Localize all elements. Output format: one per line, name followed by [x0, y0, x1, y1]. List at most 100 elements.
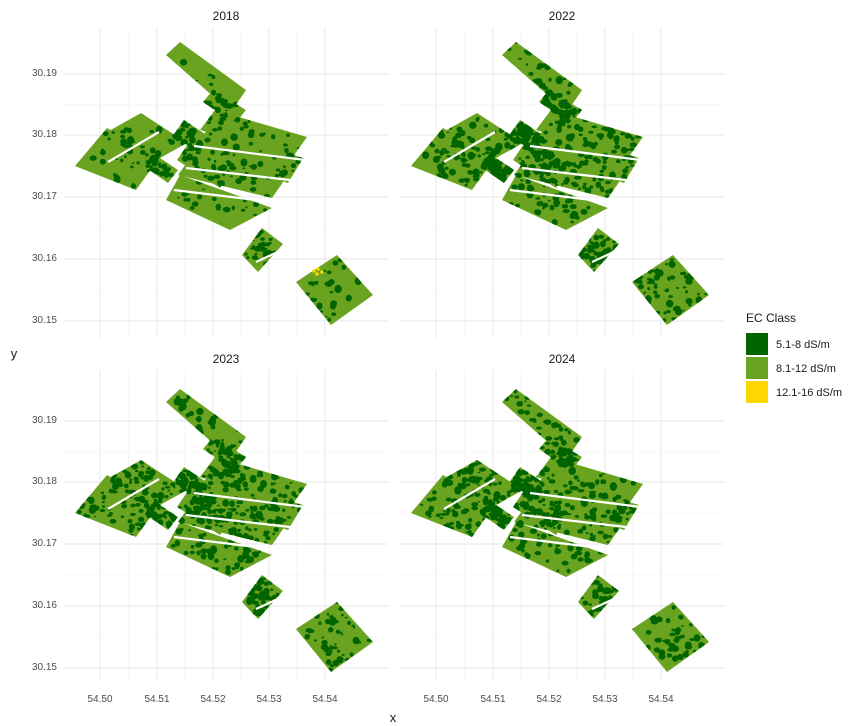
low-ec-patch — [251, 239, 255, 242]
low-ec-patch — [242, 167, 246, 169]
low-ec-patch — [243, 464, 251, 470]
low-ec-patch — [525, 155, 530, 159]
low-ec-patch — [656, 616, 663, 623]
low-ec-patch — [307, 629, 315, 634]
low-ec-patch — [602, 159, 607, 165]
low-ec-patch — [317, 304, 322, 308]
low-ec-patch — [352, 626, 356, 629]
low-ec-patch — [475, 147, 481, 152]
low-ec-patch — [545, 436, 553, 441]
low-ec-patch — [564, 103, 572, 109]
low-ec-patch — [202, 532, 207, 537]
low-ec-patch — [645, 295, 652, 304]
low-ec-patch — [233, 458, 237, 462]
low-ec-patch — [145, 153, 149, 157]
low-ec-patch — [687, 273, 691, 276]
low-ec-patch — [689, 623, 693, 627]
low-ec-patch — [461, 477, 468, 484]
low-ec-patch — [441, 512, 446, 517]
low-ec-patch — [215, 567, 219, 571]
low-ec-patch — [595, 181, 601, 188]
low-ec-patch — [589, 490, 597, 495]
low-ec-patch — [129, 478, 133, 482]
low-ec-patch — [482, 517, 486, 521]
low-ec-patch — [483, 123, 489, 128]
low-ec-patch — [554, 203, 559, 208]
low-ec-patch — [647, 287, 651, 291]
low-ec-patch — [208, 439, 213, 442]
low-ec-patch — [673, 657, 680, 660]
low-ec-patch — [548, 479, 556, 484]
low-ec-patch — [286, 152, 294, 158]
low-ec-patch — [213, 450, 217, 452]
low-ec-patch — [207, 157, 211, 161]
low-ec-patch — [652, 290, 658, 295]
low-ec-patch — [581, 500, 588, 507]
legend-swatch-medium — [746, 357, 768, 379]
low-ec-patch — [547, 543, 553, 548]
low-ec-patch — [549, 204, 555, 211]
low-ec-patch — [589, 512, 597, 521]
low-ec-patch — [284, 147, 289, 154]
low-ec-patch — [159, 171, 165, 177]
low-ec-patch — [525, 172, 529, 176]
low-ec-patch — [110, 477, 116, 484]
low-ec-patch — [445, 522, 450, 527]
low-ec-patch — [251, 595, 258, 600]
low-ec-patch — [508, 127, 516, 135]
low-ec-patch — [546, 165, 550, 169]
low-ec-patch — [220, 152, 224, 156]
low-ec-patch — [546, 512, 550, 517]
low-ec-patch — [679, 271, 687, 276]
field-divider — [443, 131, 496, 163]
low-ec-patch — [207, 175, 215, 181]
low-ec-patch — [107, 137, 111, 141]
low-ec-patch — [561, 204, 569, 209]
low-ec-patch — [278, 493, 283, 498]
low-ec-patch — [149, 130, 154, 134]
low-ec-patch — [235, 511, 239, 515]
low-ec-patch — [584, 556, 590, 563]
low-ec-patch — [298, 487, 306, 494]
low-ec-patch — [675, 635, 678, 638]
low-ec-patch — [606, 541, 610, 544]
low-ec-patch — [654, 637, 663, 643]
low-ec-patch — [210, 567, 217, 570]
low-ec-patch — [616, 159, 621, 164]
low-ec-patch — [120, 515, 124, 518]
low-ec-patch — [249, 505, 255, 511]
low-ec-patch — [194, 478, 199, 482]
low-ec-patch — [215, 93, 219, 95]
low-ec-patch — [591, 242, 597, 247]
low-ec-patch — [267, 241, 272, 245]
low-ec-patch — [461, 524, 465, 527]
low-ec-patch — [174, 472, 183, 478]
y-tick-label-bottom-1: 30.19 — [32, 415, 57, 426]
low-ec-patch — [120, 158, 124, 163]
low-ec-patch — [578, 187, 581, 191]
low-ec-patch — [546, 173, 551, 177]
low-ec-patch — [201, 188, 206, 191]
low-ec-patch — [546, 103, 554, 108]
low-ec-patch — [106, 514, 112, 517]
low-ec-patch — [560, 514, 564, 516]
low-ec-patch — [553, 489, 559, 493]
low-ec-patch — [580, 208, 588, 215]
low-ec-patch — [552, 441, 559, 447]
low-ec-patch — [516, 401, 524, 407]
low-ec-patch — [472, 177, 480, 182]
low-ec-patch — [131, 463, 139, 470]
low-ec-patch — [600, 479, 607, 485]
low-ec-patch — [479, 508, 487, 516]
low-ec-patch — [628, 147, 635, 152]
low-ec-patch — [208, 443, 211, 446]
low-ec-patch — [562, 110, 567, 113]
low-ec-patch — [539, 137, 543, 139]
low-ec-patch — [519, 123, 524, 127]
low-ec-patches — [77, 394, 373, 672]
low-ec-patch — [207, 101, 211, 104]
low-ec-patch — [296, 507, 303, 513]
low-ec-patch — [654, 268, 661, 275]
low-ec-patch — [236, 488, 242, 492]
low-ec-patch — [428, 515, 432, 518]
